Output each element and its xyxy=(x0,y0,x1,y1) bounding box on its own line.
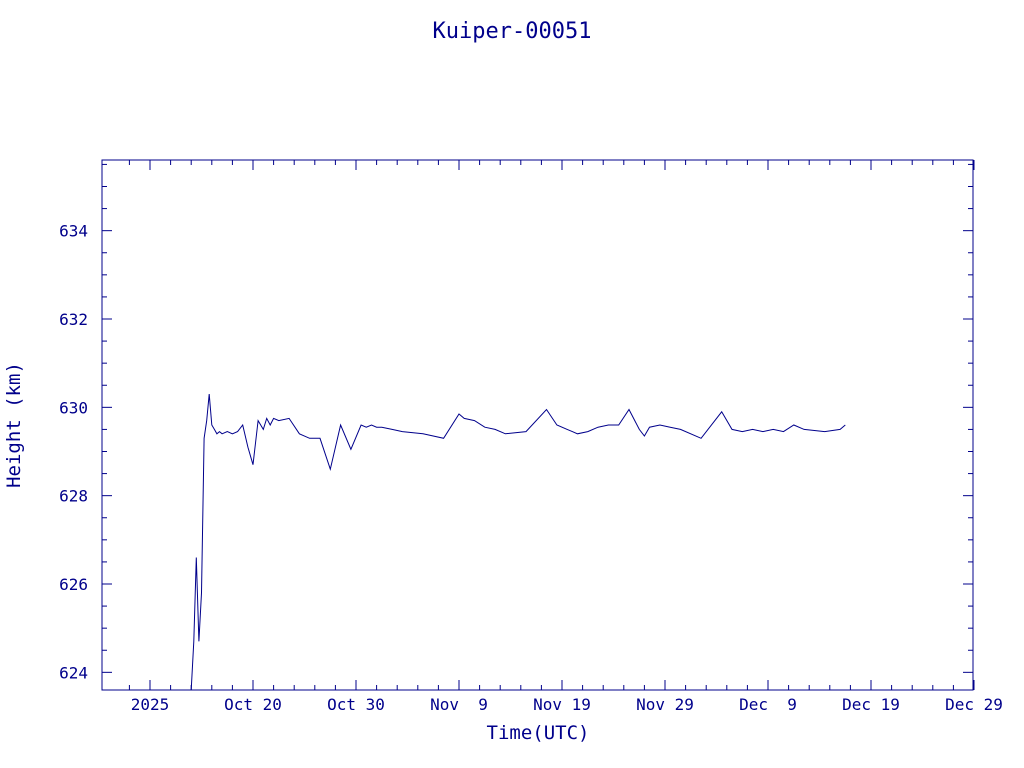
x-tick-label: Dec 19 xyxy=(842,695,900,714)
x-tick-label: Oct 20 xyxy=(224,695,282,714)
x-tick-label: Nov 19 xyxy=(533,695,591,714)
y-tick-label: 634 xyxy=(59,222,88,241)
y-tick-label: 630 xyxy=(59,398,88,417)
x-ticks xyxy=(128,160,975,690)
x-tick-label: Dec 29 xyxy=(945,695,1003,714)
x-tick-label: Nov 9 xyxy=(430,695,488,714)
y-tick-label: 626 xyxy=(59,575,88,594)
plot-frame xyxy=(101,159,974,691)
x-tick-label: Dec 9 xyxy=(739,695,797,714)
x-axis-label: Time(UTC) xyxy=(487,722,590,744)
y-tick-labels: 624 626 628 630 632 634 xyxy=(59,222,88,683)
y-axis-label: Height (km) xyxy=(3,362,25,488)
chart-title: Kuiper-00051 xyxy=(433,19,592,44)
x-tick-label: Nov 29 xyxy=(636,695,694,714)
x-tick-label: 2025 xyxy=(131,695,170,714)
x-tick-labels: 2025 Oct 20 Oct 30 Nov 9 Nov 19 Nov 29 Dec 9 De… xyxy=(131,695,1003,714)
height-series-line xyxy=(190,394,846,691)
y-tick-label: 628 xyxy=(59,487,88,506)
y-tick-label: 624 xyxy=(59,663,88,682)
x-tick-label: Oct 30 xyxy=(327,695,385,714)
y-ticks xyxy=(102,163,973,673)
y-tick-label: 632 xyxy=(59,310,88,329)
